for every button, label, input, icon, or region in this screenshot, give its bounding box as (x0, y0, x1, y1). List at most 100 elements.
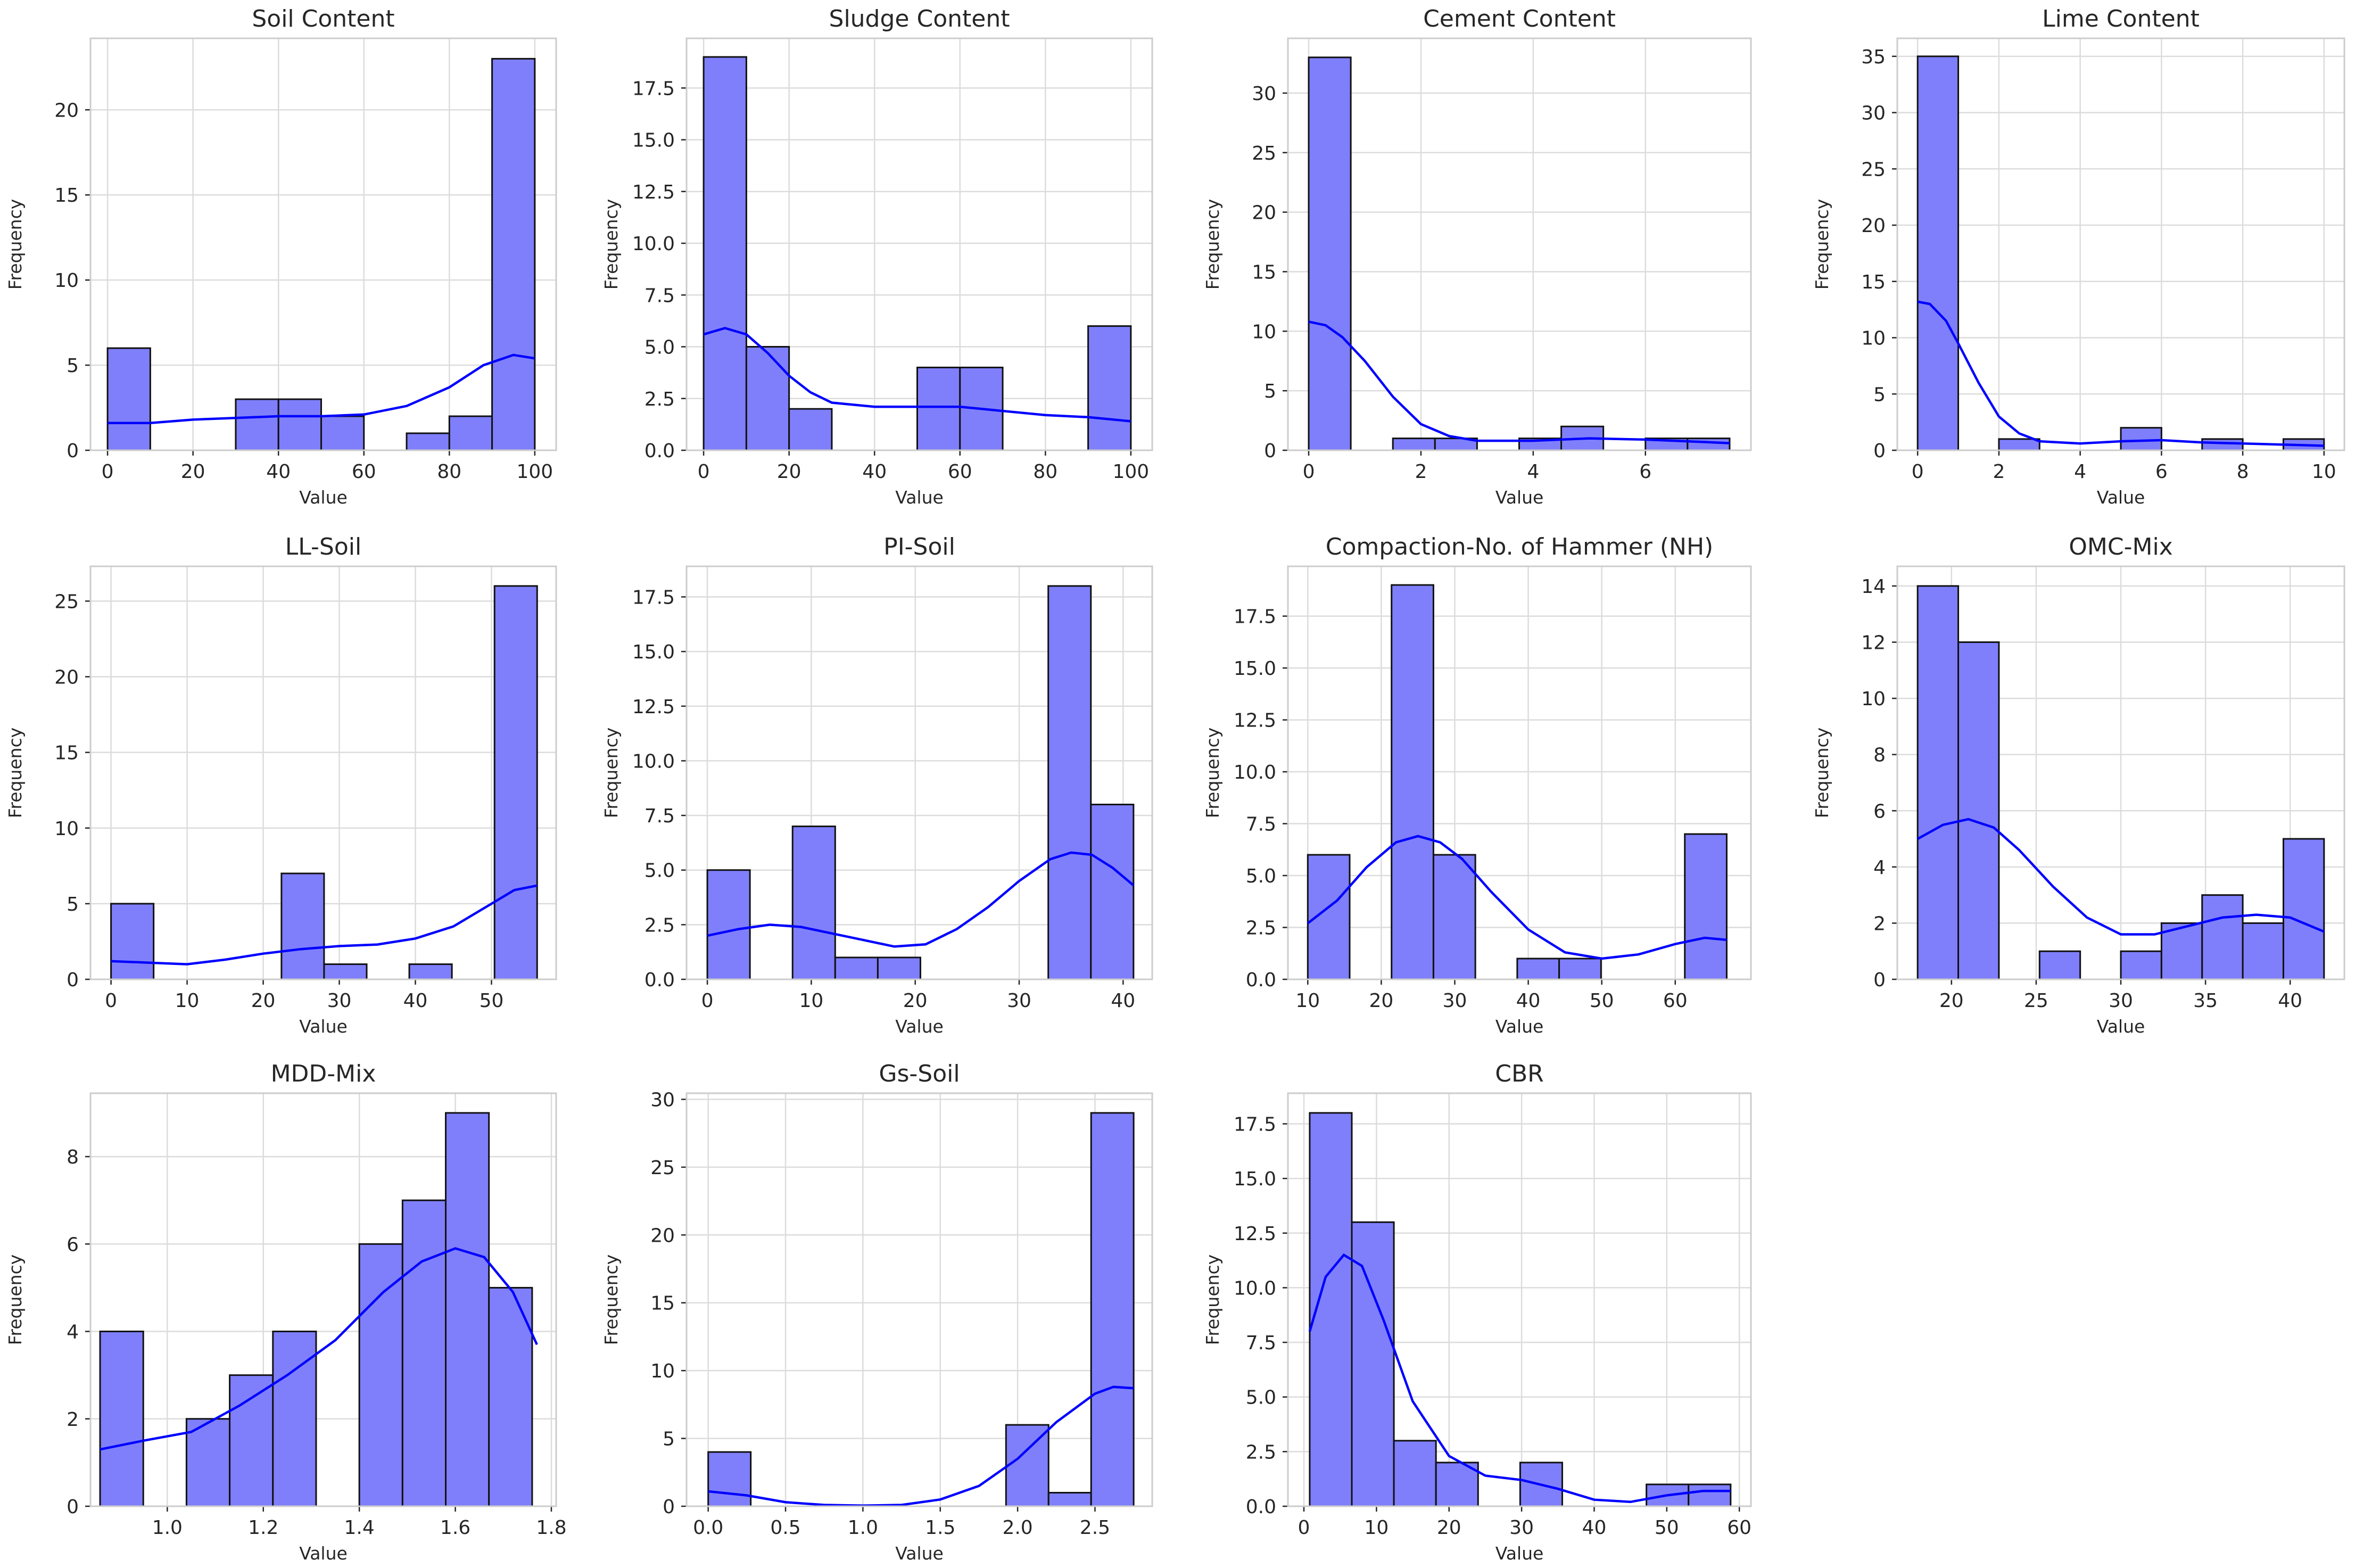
y-tick-label: 15 (1861, 271, 1886, 293)
chart-cement-content: 0 2 4 6 0 5 10 15 20 25 30 Cement Content Value Frequ… (1202, 5, 1752, 508)
histogram-bar (1432, 854, 1476, 980)
chart-pi-soil: 0 10 20 30 40 0.0 2.5 5.0 7.5 10.0 12.5 15.0 17.5 PI-… (601, 533, 1153, 1037)
y-tick-label: 5.0 (1246, 1387, 1276, 1409)
y-axis-label: Frequency (601, 1255, 622, 1345)
histogram-bar (877, 956, 921, 980)
plot-area (685, 1092, 1153, 1507)
y-axis-label: Frequency (601, 199, 622, 290)
x-tick-label: 80 (1033, 461, 1057, 483)
x-tick-label: 20 (1939, 990, 1964, 1012)
y-tick-label: 5.0 (644, 337, 675, 359)
y-tick-label: 5.0 (1246, 865, 1276, 887)
x-tick-label: 50 (1590, 990, 1614, 1012)
plot-border (89, 37, 557, 451)
y-tick-label: 17.5 (1234, 606, 1276, 628)
x-tick-label: 30 (2109, 990, 2133, 1012)
histogram-bar (2120, 950, 2162, 980)
y-tick-label: 17.5 (632, 587, 675, 608)
y-axis-label: Frequency (1202, 1255, 1223, 1345)
chart-ll-soil: 0 10 20 30 40 50 0 5 10 15 20 25 LL-Soil Value Frequen… (5, 533, 557, 1037)
y-tick-label: 2.5 (644, 389, 675, 410)
y-tick-label: 15 (1252, 261, 1276, 283)
y-tick-label: 2.5 (644, 914, 675, 936)
y-tick-label: 15.0 (1234, 1168, 1276, 1190)
histogram-bar (1087, 325, 1132, 451)
histogram-bar (1391, 584, 1434, 980)
chart-soil-content: 0 20 40 60 80 100 0 5 10 15 20 Soil Content Value Fre… (5, 5, 557, 508)
chart-title: Sludge Content (829, 5, 1010, 32)
chart-cbr: 0 10 20 30 40 50 60 0.0 2.5 5.0 7.5 10.0 12.5 15.0 17.… (1202, 1060, 1752, 1564)
y-tick-label: 20 (1252, 202, 1276, 224)
y-axis-label: Frequency (601, 728, 622, 818)
y-tick-label: 0.0 (1246, 969, 1276, 991)
x-tick-label: 40 (862, 461, 887, 483)
histogram-bar (493, 585, 538, 980)
chart-title: CBR (1495, 1060, 1543, 1087)
kde-curve (1308, 320, 1730, 444)
x-tick-label: 20 (1369, 990, 1393, 1012)
y-tick-label: 10 (1252, 321, 1276, 343)
histogram-bar (106, 347, 151, 451)
y-tick-label: 12.5 (632, 181, 675, 203)
y-tick-label: 0 (1264, 440, 1276, 462)
plot-area (1896, 37, 2345, 451)
y-tick-label: 2.5 (1246, 1441, 1276, 1463)
histogram-bar (277, 398, 322, 451)
x-tick-label: 20 (777, 461, 801, 483)
x-tick-label: 2 (1993, 461, 2005, 483)
x-tick-label: 30 (1509, 1517, 1534, 1539)
histogram-bar (1688, 1483, 1732, 1507)
x-axis-label: Value (299, 487, 348, 508)
x-tick-label: 0 (102, 461, 114, 483)
x-axis-label: Value (1495, 487, 1544, 508)
histogram-bar (2160, 922, 2203, 980)
x-tick-label: 40 (2278, 990, 2302, 1012)
x-tick-label: 2.0 (1002, 1517, 1032, 1539)
chart-title: PI-Soil (883, 533, 955, 560)
x-tick-label: 10 (2312, 461, 2336, 483)
y-tick-label: 17.5 (632, 78, 675, 100)
y-tick-label: 20 (650, 1225, 675, 1247)
histogram-bar (1047, 585, 1092, 980)
y-tick-label: 20 (54, 667, 79, 689)
kde-curve (1308, 1253, 1731, 1504)
histogram-bar (401, 1199, 447, 1507)
y-tick-label: 8 (1873, 745, 1886, 766)
histogram-bar (916, 366, 961, 451)
plot-area (89, 37, 557, 451)
plot-border (1287, 565, 1752, 980)
y-tick-label: 25 (650, 1157, 675, 1179)
histogram-bar (235, 398, 279, 451)
y-tick-label: 17.5 (1234, 1113, 1276, 1135)
histogram-bar (280, 872, 325, 980)
chart-title: LL-Soil (285, 533, 361, 560)
chart-sludge-content: 0 20 40 60 80 100 0.0 2.5 5.0 7.5 10.0 12.5 15.0 17.5… (601, 5, 1153, 508)
histogram-bar (448, 415, 493, 451)
x-tick-label: 6 (1639, 461, 1651, 483)
x-tick-label: 0 (1303, 461, 1315, 483)
histogram-bar (1090, 1112, 1135, 1507)
histogram-bar (1435, 1462, 1479, 1507)
histogram-bar (1684, 833, 1728, 980)
histogram-bar (1687, 438, 1731, 451)
histogram-bar (1516, 958, 1560, 980)
y-tick-label: 10 (54, 270, 79, 292)
y-tick-label: 5 (67, 355, 79, 377)
histogram-bar (2282, 838, 2325, 980)
x-tick-label: 30 (1443, 990, 1467, 1012)
plot-area (1287, 37, 1752, 451)
histogram-bar (320, 415, 365, 451)
x-tick-label: 10 (1364, 1517, 1389, 1539)
histogram-bar (703, 56, 747, 451)
histogram-bar (1392, 438, 1436, 451)
histogram-bar (2242, 922, 2284, 980)
plot-border (685, 37, 1153, 451)
x-tick-label: 0 (105, 990, 117, 1012)
x-tick-label: 60 (1727, 1517, 1751, 1539)
histogram-bar (185, 1418, 231, 1507)
x-tick-label: 10 (799, 990, 823, 1012)
x-tick-label: 30 (327, 990, 352, 1012)
histogram-bar (1047, 1492, 1092, 1507)
x-axis-label: Value (895, 1016, 944, 1037)
y-tick-label: 0.0 (644, 969, 675, 991)
